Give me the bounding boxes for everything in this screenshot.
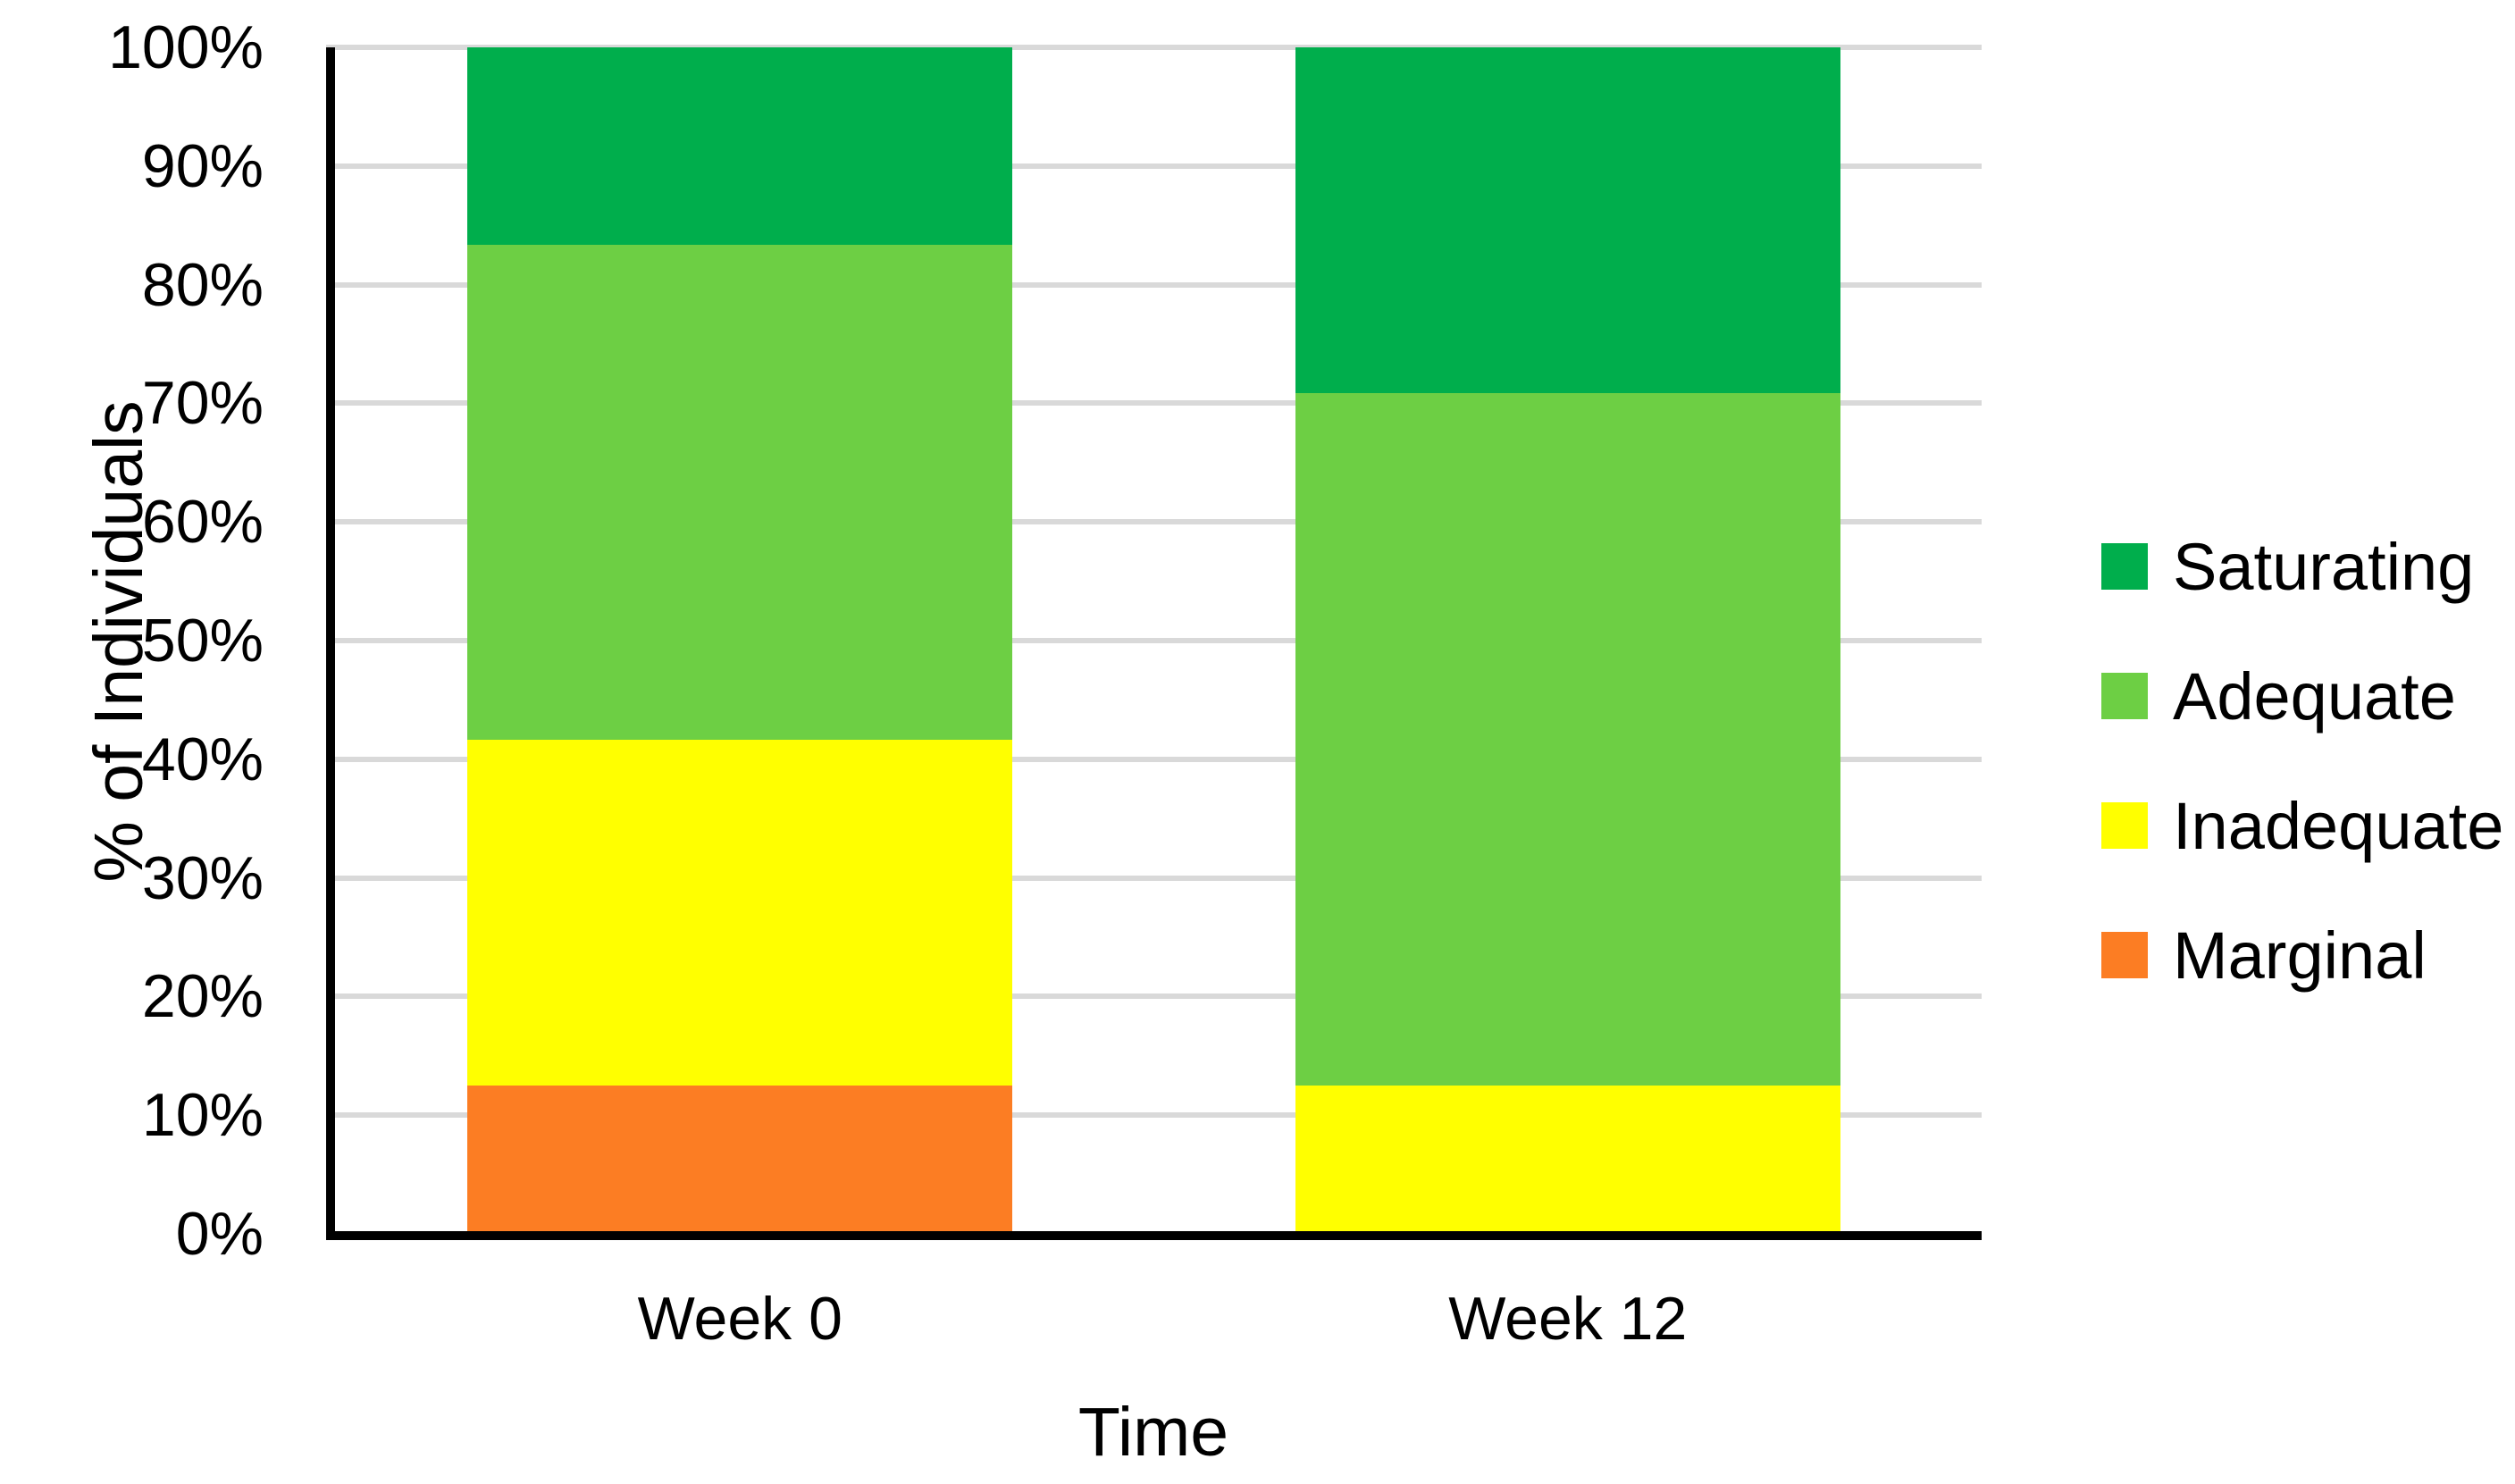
bar-segment-week-12-adequate	[1295, 393, 1840, 1086]
x-category-label-week-0: Week 0	[637, 1285, 843, 1353]
legend-item-adequate: Adequate	[2101, 653, 2456, 739]
legend-swatch-adequate	[2101, 673, 2148, 719]
plot-area	[326, 45, 1982, 1240]
legend-label-marginal: Marginal	[2173, 918, 2427, 993]
x-category-label-week-12: Week 12	[1448, 1285, 1688, 1353]
x-axis-title: Time	[1077, 1394, 1229, 1471]
y-tick-label-10: 10%	[141, 1081, 264, 1150]
gridline-50	[326, 638, 1982, 643]
bar-segment-week-0-saturating	[467, 46, 1013, 246]
gridline-10	[326, 1112, 1982, 1119]
y-tick-label-0: 0%	[175, 1200, 264, 1268]
bar-segment-week-12-inadequate	[1295, 1086, 1840, 1234]
y-tick-label-20: 20%	[141, 962, 264, 1031]
y-tick-label-100: 100%	[108, 13, 264, 81]
legend-label-inadequate: Inadequate	[2173, 788, 2504, 863]
gridline-60	[326, 519, 1982, 525]
legend-swatch-marginal	[2101, 932, 2148, 978]
y-axis-line	[326, 47, 335, 1234]
legend-item-saturating: Saturating	[2101, 524, 2474, 609]
y-tick-label-50: 50%	[141, 607, 264, 675]
gridline-90	[326, 163, 1982, 169]
y-tick-label-70: 70%	[141, 369, 264, 438]
gridline-100	[326, 45, 1982, 50]
bar-segment-week-0-inadequate	[467, 739, 1013, 1086]
bar-segment-week-12-saturating	[1295, 47, 1840, 394]
y-tick-label-40: 40%	[141, 725, 264, 793]
legend-swatch-inadequate	[2101, 802, 2148, 849]
y-tick-label-90: 90%	[141, 131, 264, 200]
legend-item-inadequate: Inadequate	[2101, 783, 2503, 868]
legend-label-adequate: Adequate	[2173, 658, 2456, 734]
gridline-80	[326, 281, 1982, 288]
gridline-70	[326, 400, 1982, 407]
legend-swatch-saturating	[2101, 543, 2148, 590]
legend-item-marginal: Marginal	[2101, 912, 2427, 998]
gridline-30	[326, 875, 1982, 881]
gridline-40	[326, 756, 1982, 762]
legend-label-saturating: Saturating	[2173, 529, 2475, 604]
gridline-20	[326, 994, 1982, 1000]
bar-segment-week-0-marginal	[467, 1086, 1013, 1234]
y-tick-label-30: 30%	[141, 843, 264, 912]
bar-segment-week-0-adequate	[467, 245, 1013, 740]
y-tick-label-60: 60%	[141, 488, 264, 557]
x-axis-line	[326, 1231, 1982, 1240]
y-tick-label-80: 80%	[141, 250, 264, 319]
